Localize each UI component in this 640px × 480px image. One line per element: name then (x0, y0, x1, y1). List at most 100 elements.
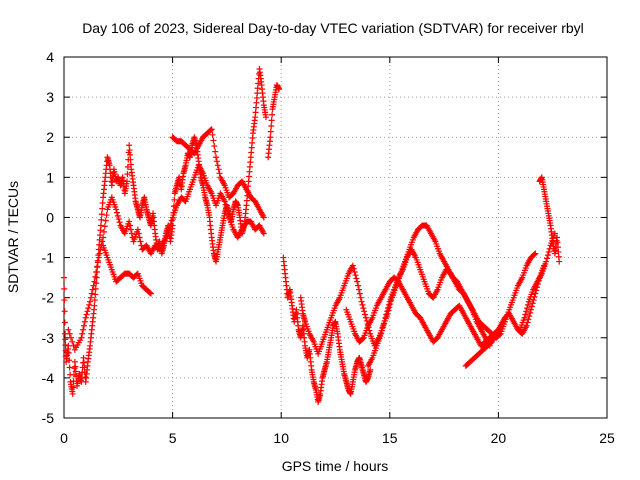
series-seg-k (517, 230, 558, 333)
y-tick-label: -2 (42, 290, 55, 306)
data-point (532, 290, 539, 297)
y-tick-label: -3 (42, 330, 55, 346)
series-seg-a (61, 66, 269, 397)
data-point (94, 259, 101, 266)
data-point (89, 286, 96, 293)
data-point (166, 227, 173, 234)
data-point (260, 214, 267, 221)
x-tick-label: 15 (382, 430, 398, 446)
data-point (222, 201, 229, 208)
data-point (70, 384, 77, 391)
data-point (260, 230, 267, 237)
data-point (378, 327, 385, 334)
data-point (382, 314, 389, 321)
data-point (525, 316, 532, 323)
data-point (526, 313, 533, 320)
data-point (83, 311, 90, 318)
y-tick-label: 2 (46, 129, 54, 145)
data-point (92, 291, 99, 298)
data-point (65, 342, 72, 349)
data-point (521, 314, 528, 321)
y-axis-label: SDTVAR / TECUs (5, 181, 21, 293)
data-point (123, 178, 130, 185)
data-point (65, 350, 72, 357)
data-point (136, 234, 143, 241)
data-point (65, 326, 72, 333)
data-point (209, 131, 216, 138)
data-point (530, 297, 537, 304)
data-point (124, 171, 131, 178)
series-seg-d (169, 126, 267, 221)
data-point (269, 111, 276, 118)
data-point (91, 297, 98, 304)
series-seg-l (536, 174, 563, 265)
data-point (527, 309, 534, 316)
data-point (66, 330, 73, 337)
data-point (78, 334, 85, 341)
data-point (262, 114, 269, 121)
data-point (61, 308, 68, 315)
data-point (356, 290, 363, 297)
y-tick-label: -5 (42, 410, 55, 426)
data-point (91, 302, 98, 309)
series-seg-c (100, 242, 154, 297)
data-point (102, 217, 109, 224)
data-point (385, 305, 392, 312)
x-axis-label: GPS time / hours (282, 458, 389, 474)
y-tick-label: -1 (42, 250, 55, 266)
data-point (214, 162, 221, 169)
data-point (211, 143, 218, 150)
data-point (85, 305, 92, 312)
data-point (380, 321, 387, 328)
data-point (62, 336, 69, 343)
data-point (97, 222, 104, 229)
data-point (127, 226, 134, 233)
data-point (522, 311, 529, 318)
data-point (354, 278, 361, 285)
data-point (100, 228, 107, 235)
y-tick-label: 4 (46, 49, 54, 65)
data-point (353, 275, 360, 282)
data-point (87, 294, 94, 301)
data-point (98, 211, 105, 218)
data-point (69, 338, 76, 345)
data-point (213, 158, 220, 165)
data-point (147, 289, 154, 296)
data-point (88, 290, 95, 297)
data-point (359, 335, 366, 342)
y-tick-label: 3 (46, 89, 54, 105)
data-point (551, 230, 558, 237)
data-point (351, 268, 358, 275)
data-point (99, 205, 106, 212)
data-point (349, 262, 356, 269)
data-point (357, 294, 364, 301)
data-point (224, 208, 231, 215)
y-tick-label: 1 (46, 169, 54, 185)
plot-frame (63, 56, 608, 419)
data-point (114, 212, 121, 219)
data-point (168, 217, 175, 224)
data-point (99, 238, 106, 245)
data-point (524, 305, 531, 312)
data-point (383, 311, 390, 318)
data-point (92, 273, 99, 280)
data-point (216, 170, 223, 177)
data-point (524, 301, 531, 308)
data-point (135, 230, 142, 237)
data-point (523, 308, 530, 315)
data-point (215, 166, 222, 173)
data-point (225, 211, 232, 218)
data-point (355, 286, 362, 293)
data-point (91, 278, 98, 285)
data-point (137, 238, 144, 245)
data-point (556, 258, 563, 265)
y-tick-label: 0 (46, 209, 54, 225)
series-seg-e (265, 82, 283, 161)
data-points (61, 66, 563, 405)
series-seg-f (280, 254, 374, 405)
data-point (361, 308, 368, 315)
chart-title: Day 106 of 2023, Sidereal Day-to-day VTE… (82, 20, 584, 36)
data-point (100, 234, 107, 241)
data-point (532, 250, 539, 257)
data-point (113, 206, 120, 213)
